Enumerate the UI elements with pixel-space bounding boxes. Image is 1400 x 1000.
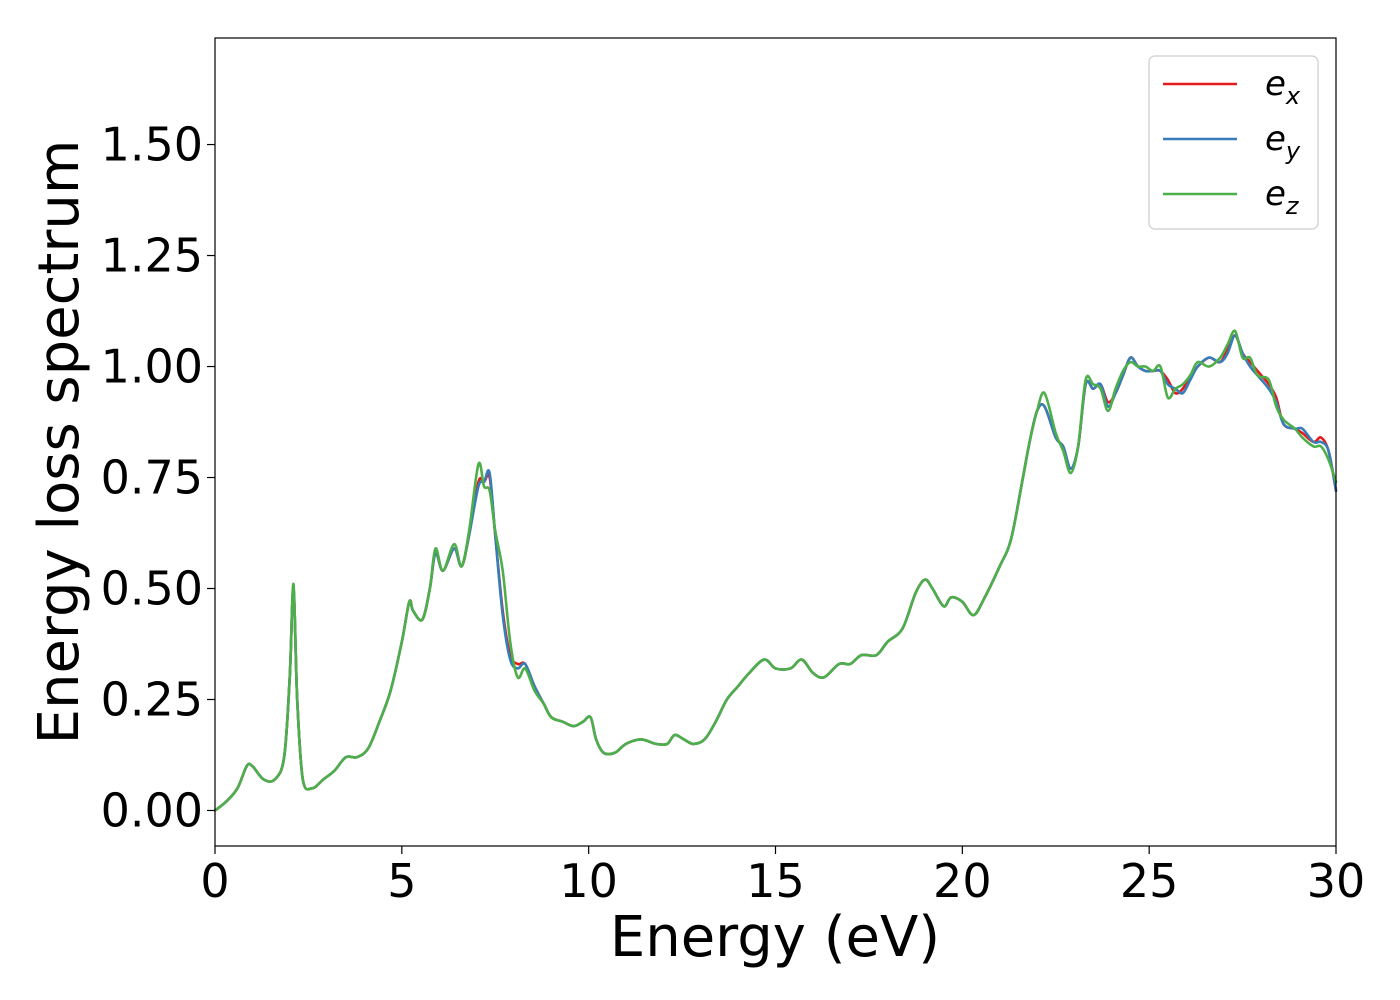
x-tick-label: 30: [1307, 854, 1366, 908]
x-axis-label: Energy (eV): [610, 905, 940, 970]
x-tick-label: 20: [933, 854, 992, 908]
x-tick-label: 25: [1120, 854, 1179, 908]
series-line-z: [213, 329, 1338, 812]
x-tick-label: 15: [746, 854, 805, 908]
y-tick-label: 0.50: [101, 562, 203, 616]
plot-lines: [213, 329, 1338, 812]
legend-box: [1148, 55, 1319, 230]
y-tick-label: 1.25: [101, 229, 203, 283]
y-axis-ticks: 0.00 0.25 0.50 0.75 1.00 1.25 1.50: [101, 118, 215, 837]
legend-label-y: ey: [1265, 119, 1301, 165]
legend-label-z: ez: [1265, 174, 1300, 220]
y-tick-label: 0.00: [101, 783, 203, 837]
legend: ex ey ez: [1148, 55, 1319, 230]
legend-label-x: ex: [1265, 64, 1301, 110]
y-tick-label: 0.25: [101, 672, 203, 726]
y-tick-label: 0.75: [101, 451, 203, 505]
x-axis-ticks: 0 5 10 15 20 25 30: [200, 846, 1365, 908]
y-tick-label: 1.50: [101, 118, 203, 172]
x-tick-label: 5: [387, 854, 416, 908]
y-tick-label: 1.00: [101, 340, 203, 394]
x-tick-label: 10: [559, 854, 618, 908]
x-tick-label: 0: [200, 854, 229, 908]
y-axis-label: Energy loss spectrum: [27, 140, 92, 745]
